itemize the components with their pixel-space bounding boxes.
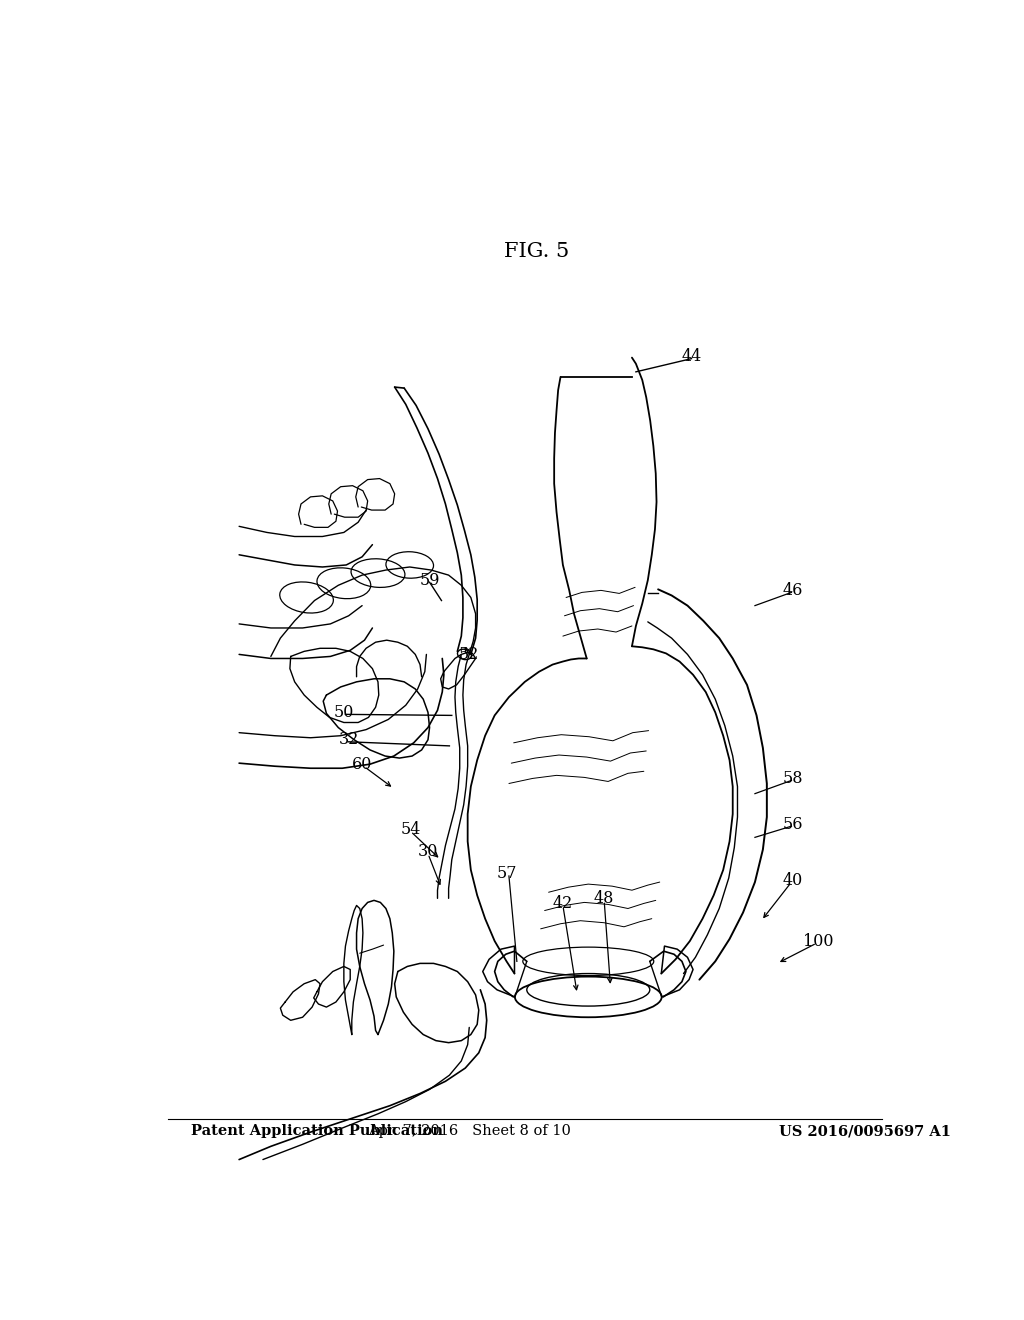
Text: 48: 48	[594, 890, 614, 907]
Text: 30: 30	[418, 843, 438, 861]
Text: FIG. 5: FIG. 5	[504, 243, 569, 261]
Text: Patent Application Publication: Patent Application Publication	[191, 1125, 443, 1138]
Text: US 2016/0095697 A1: US 2016/0095697 A1	[778, 1125, 950, 1138]
Text: 52: 52	[459, 645, 479, 663]
Text: 40: 40	[783, 871, 803, 888]
Text: Apr. 7, 2016   Sheet 8 of 10: Apr. 7, 2016 Sheet 8 of 10	[368, 1125, 570, 1138]
Text: 60: 60	[352, 755, 373, 772]
Text: 50: 50	[334, 704, 354, 721]
Text: 56: 56	[782, 816, 803, 833]
Text: 57: 57	[497, 866, 517, 883]
Text: 54: 54	[400, 821, 421, 838]
Text: 100: 100	[803, 932, 834, 949]
Text: 42: 42	[553, 895, 573, 912]
Text: 32: 32	[339, 731, 358, 748]
Text: 46: 46	[783, 582, 803, 599]
Text: 44: 44	[681, 348, 701, 366]
Text: 58: 58	[782, 770, 803, 787]
Text: 59: 59	[419, 572, 440, 589]
